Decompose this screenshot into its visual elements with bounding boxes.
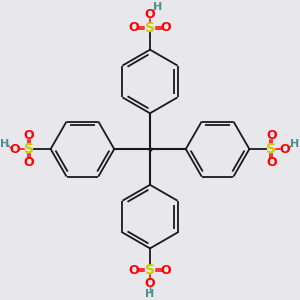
Text: H: H xyxy=(146,289,154,299)
Text: O: O xyxy=(266,157,277,169)
Text: H: H xyxy=(290,139,300,149)
Text: O: O xyxy=(145,8,155,21)
Text: O: O xyxy=(129,264,140,277)
Text: O: O xyxy=(160,21,171,34)
Text: O: O xyxy=(10,142,20,155)
Text: O: O xyxy=(23,129,34,142)
Text: S: S xyxy=(145,263,155,277)
Text: H: H xyxy=(153,2,163,12)
Text: O: O xyxy=(266,129,277,142)
Text: O: O xyxy=(129,21,140,34)
Text: O: O xyxy=(160,264,171,277)
Text: O: O xyxy=(145,277,155,290)
Text: H: H xyxy=(0,139,10,149)
Text: S: S xyxy=(266,142,276,156)
Text: O: O xyxy=(280,142,290,155)
Text: S: S xyxy=(145,21,155,35)
Text: S: S xyxy=(24,142,34,156)
Text: O: O xyxy=(23,157,34,169)
